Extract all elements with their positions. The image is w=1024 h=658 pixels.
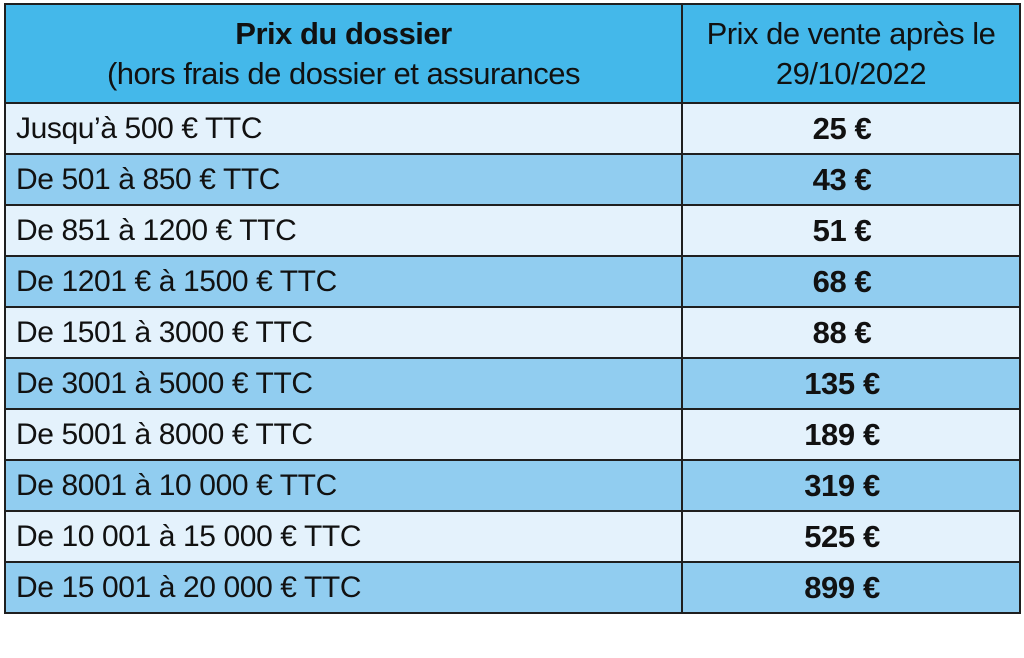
price-range-cell: Jusqu’à 500 € TTC bbox=[4, 102, 683, 155]
price-range-cell: De 1201 € à 1500 € TTC bbox=[4, 255, 683, 308]
sale-price-cell: 43 € bbox=[681, 153, 1021, 206]
price-range-cell: De 5001 à 8000 € TTC bbox=[4, 408, 683, 461]
price-range-cell: De 1501 à 3000 € TTC bbox=[4, 306, 683, 359]
price-range-cell: De 8001 à 10 000 € TTC bbox=[4, 459, 683, 512]
sale-price-cell: 51 € bbox=[681, 204, 1021, 257]
price-range-cell: De 10 001 à 15 000 € TTC bbox=[4, 510, 683, 563]
sale-price-cell: 525 € bbox=[681, 510, 1021, 563]
price-range-cell: De 851 à 1200 € TTC bbox=[4, 204, 683, 257]
sale-price-cell: 68 € bbox=[681, 255, 1021, 308]
price-table: Prix du dossier (hors frais de dossier e… bbox=[4, 3, 1021, 614]
header-sale-price-title: Prix de vente après le 29/10/2022 bbox=[706, 15, 996, 91]
table-row: De 8001 à 10 000 € TTC 319 € bbox=[4, 459, 1021, 512]
sale-price-cell: 135 € bbox=[681, 357, 1021, 410]
table-body: Jusqu’à 500 € TTC 25 € De 501 à 850 € TT… bbox=[4, 102, 1021, 614]
table-row: De 1201 € à 1500 € TTC 68 € bbox=[4, 255, 1021, 308]
table-row: Jusqu’à 500 € TTC 25 € bbox=[4, 102, 1021, 155]
table-row: De 3001 à 5000 € TTC 135 € bbox=[4, 357, 1021, 410]
header-subtitle: (hors frais de dossier et assurances bbox=[106, 55, 581, 91]
price-range-cell: De 3001 à 5000 € TTC bbox=[4, 357, 683, 410]
sale-price-cell: 319 € bbox=[681, 459, 1021, 512]
header-title: Prix du dossier bbox=[235, 15, 452, 51]
table-row: De 851 à 1200 € TTC 51 € bbox=[4, 204, 1021, 257]
sale-price-cell: 88 € bbox=[681, 306, 1021, 359]
sale-price-cell: 899 € bbox=[681, 561, 1021, 614]
table-row: De 10 001 à 15 000 € TTC 525 € bbox=[4, 510, 1021, 563]
sale-price-cell: 189 € bbox=[681, 408, 1021, 461]
table-row: De 1501 à 3000 € TTC 88 € bbox=[4, 306, 1021, 359]
table-header: Prix du dossier (hors frais de dossier e… bbox=[4, 3, 1021, 104]
price-range-cell: De 15 001 à 20 000 € TTC bbox=[4, 561, 683, 614]
header-cell-sale-price: Prix de vente après le 29/10/2022 bbox=[681, 3, 1021, 104]
sale-price-cell: 25 € bbox=[681, 102, 1021, 155]
table-row: De 5001 à 8000 € TTC 189 € bbox=[4, 408, 1021, 461]
header-row: Prix du dossier (hors frais de dossier e… bbox=[4, 3, 1021, 104]
price-range-cell: De 501 à 850 € TTC bbox=[4, 153, 683, 206]
header-cell-dossier-price: Prix du dossier (hors frais de dossier e… bbox=[4, 3, 683, 104]
table-row: De 501 à 850 € TTC 43 € bbox=[4, 153, 1021, 206]
table-row: De 15 001 à 20 000 € TTC 899 € bbox=[4, 561, 1021, 614]
